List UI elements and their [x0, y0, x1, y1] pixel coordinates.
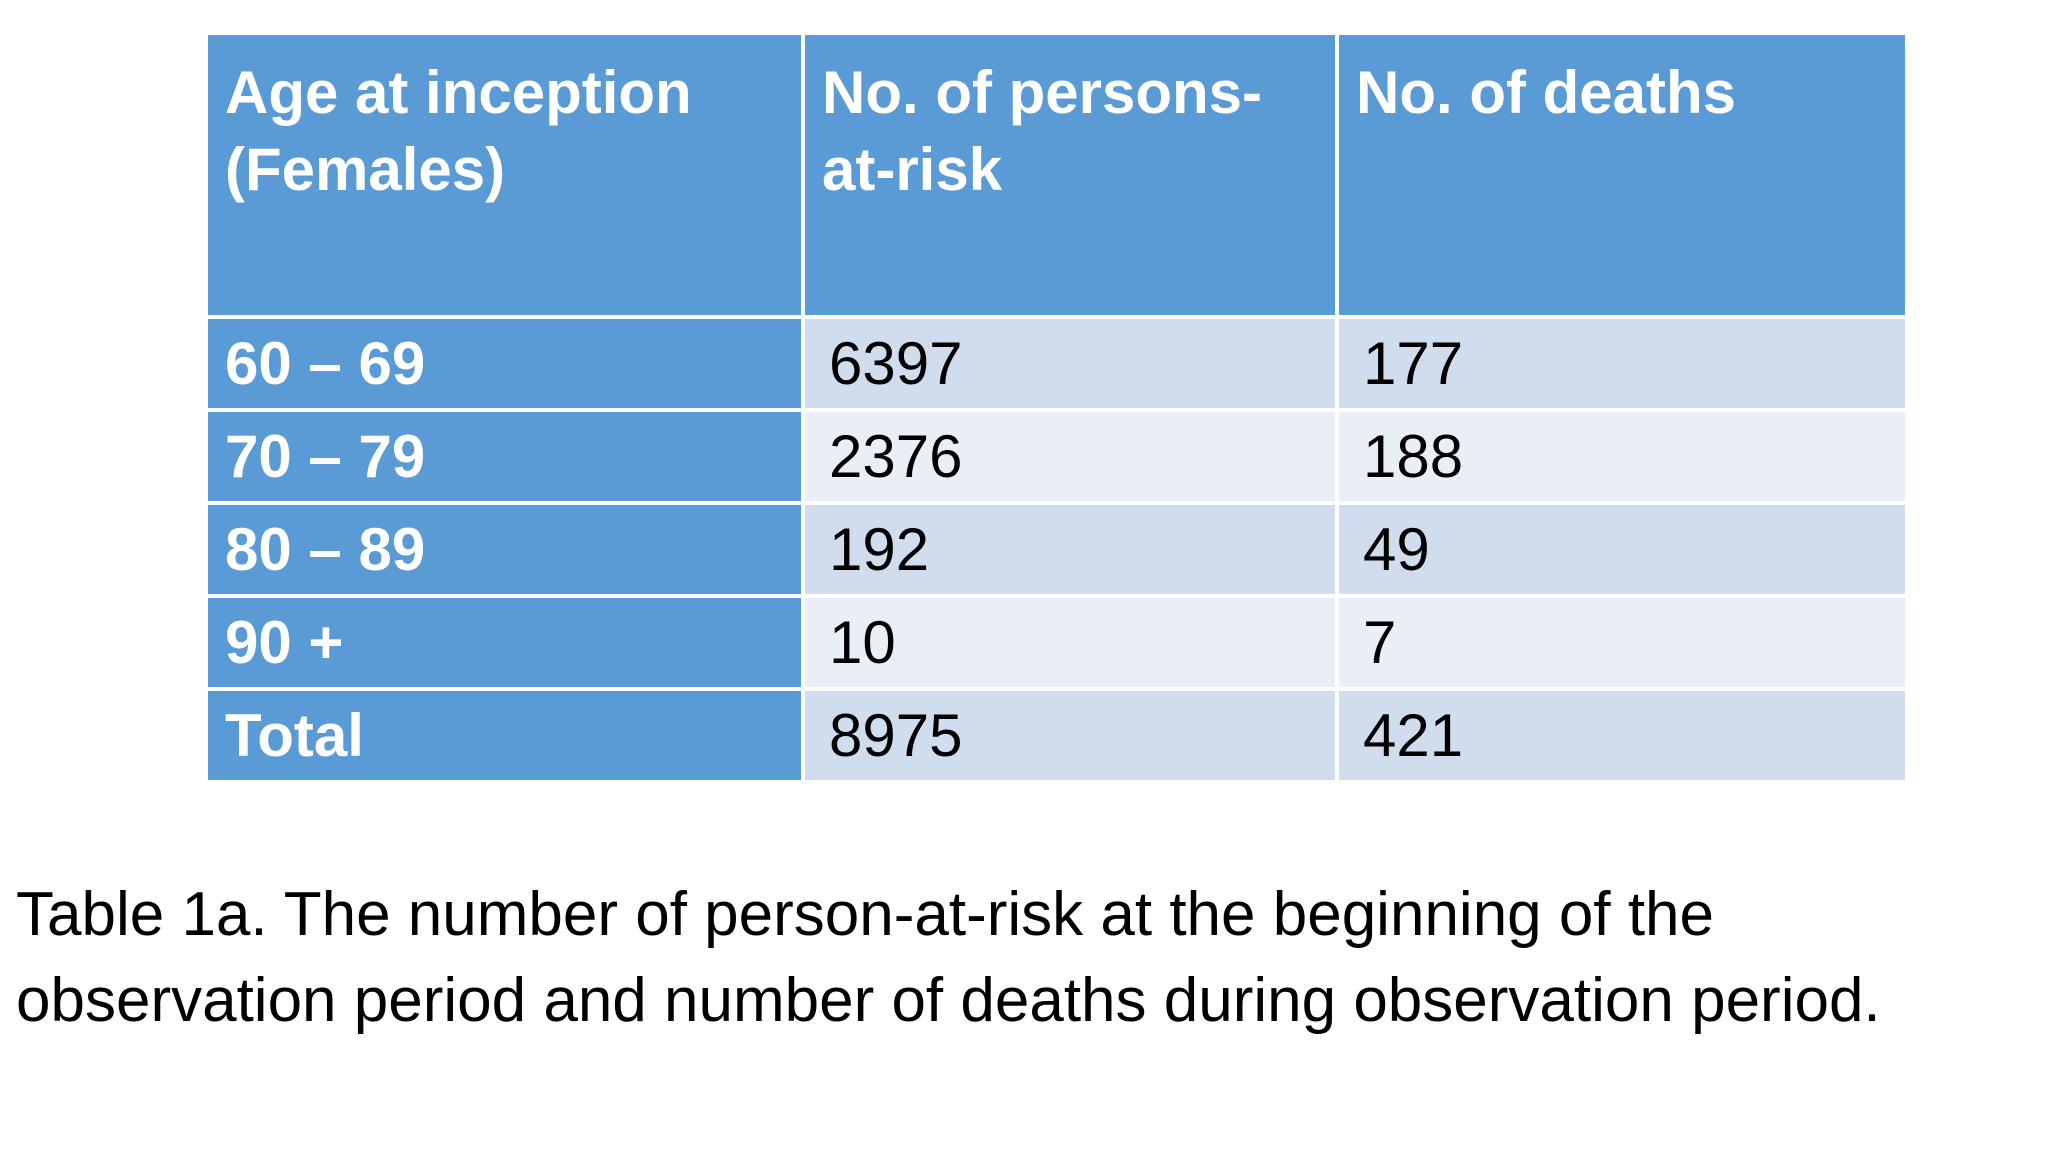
row-label-80-89: 80 – 89 [208, 505, 801, 594]
table-caption: Table 1a. The number of person-at-risk a… [16, 872, 2026, 1043]
table-caption-line-1: Table 1a. The number of person-at-risk a… [16, 880, 1715, 949]
row-label-60-69: 60 – 69 [208, 319, 801, 408]
cell-at-risk-total: 8975 [805, 691, 1335, 780]
table-caption-line-2: observation period and number of deaths … [16, 965, 1881, 1035]
row-label-total: Total [208, 691, 801, 780]
column-header-age: Age at inception (Females) [208, 35, 801, 315]
cell-at-risk-80-89: 192 [805, 505, 1335, 594]
cell-at-risk-70-79: 2376 [805, 412, 1335, 501]
cell-deaths-total: 421 [1339, 691, 1905, 780]
cell-deaths-80-89: 49 [1339, 505, 1905, 594]
cell-deaths-60-69: 177 [1339, 319, 1905, 408]
cell-at-risk-60-69: 6397 [805, 319, 1335, 408]
row-label-90-plus: 90 + [208, 598, 801, 687]
cell-deaths-90-plus: 7 [1339, 598, 1905, 687]
column-header-persons-at-risk: No. of persons-at-risk [805, 35, 1335, 315]
column-header-deaths: No. of deaths [1339, 35, 1905, 315]
row-label-70-79: 70 – 79 [208, 412, 801, 501]
data-table: Age at inception (Females) No. of person… [208, 35, 1905, 780]
cell-deaths-70-79: 188 [1339, 412, 1905, 501]
cell-at-risk-90-plus: 10 [805, 598, 1335, 687]
